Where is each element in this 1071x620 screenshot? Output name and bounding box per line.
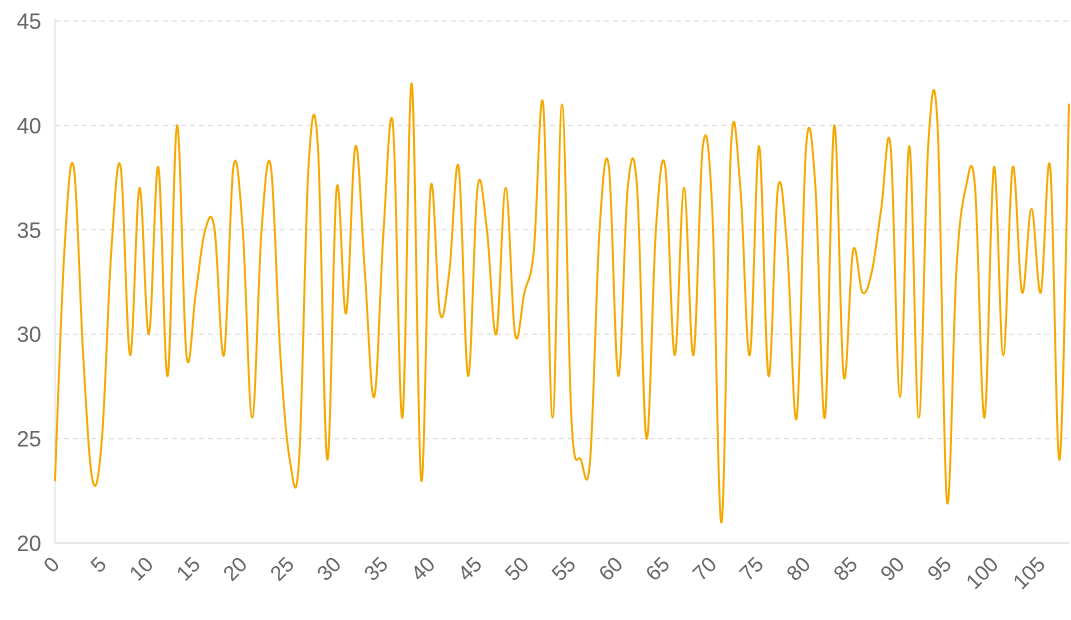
x-tick-label-45: 45 [454, 553, 487, 586]
x-tick-label-35: 35 [360, 553, 393, 586]
x-tick-label-15: 15 [172, 553, 205, 586]
y-tick-label-45: 45 [17, 9, 41, 34]
x-tick-label-80: 80 [783, 553, 816, 586]
series-layer [54, 82, 1070, 524]
y-tick-label-30: 30 [17, 322, 41, 347]
x-tick-label-95: 95 [923, 553, 956, 586]
x-tick-label-0: 0 [40, 553, 65, 578]
x-tick-label-40: 40 [407, 553, 440, 586]
x-tick-label-85: 85 [829, 553, 862, 586]
x-tick-label-50: 50 [501, 553, 534, 586]
x-tick-label-75: 75 [736, 553, 769, 586]
y-tick-label-25: 25 [17, 427, 41, 452]
x-tick-label-105: 105 [1009, 553, 1050, 594]
series-line-0 [54, 82, 1070, 524]
x-tick-label-10: 10 [125, 553, 158, 586]
axes [54, 19, 1069, 544]
x-tick-label-5: 5 [87, 553, 112, 578]
x-tick-labels: 0 5 10 15 20 25 30 35 40 45 50 55 60 65 70 75 80 85 90 95 10… [40, 553, 1050, 594]
x-tick-label-65: 65 [642, 553, 675, 586]
x-tick-label-20: 20 [219, 553, 252, 586]
x-tick-label-55: 55 [548, 553, 581, 586]
y-tick-label-40: 40 [17, 113, 41, 138]
grid-lines [55, 20, 1069, 440]
x-tick-label-30: 30 [313, 553, 346, 586]
x-tick-label-90: 90 [876, 553, 909, 586]
x-tick-label-70: 70 [689, 553, 722, 586]
y-tick-label-20: 20 [17, 531, 41, 556]
y-tick-label-35: 35 [17, 218, 41, 243]
x-tick-label-25: 25 [266, 553, 299, 586]
y-tick-labels: 20 25 30 35 40 45 [17, 9, 41, 556]
x-tick-label-100: 100 [962, 553, 1003, 594]
x-tick-label-60: 60 [595, 553, 628, 586]
